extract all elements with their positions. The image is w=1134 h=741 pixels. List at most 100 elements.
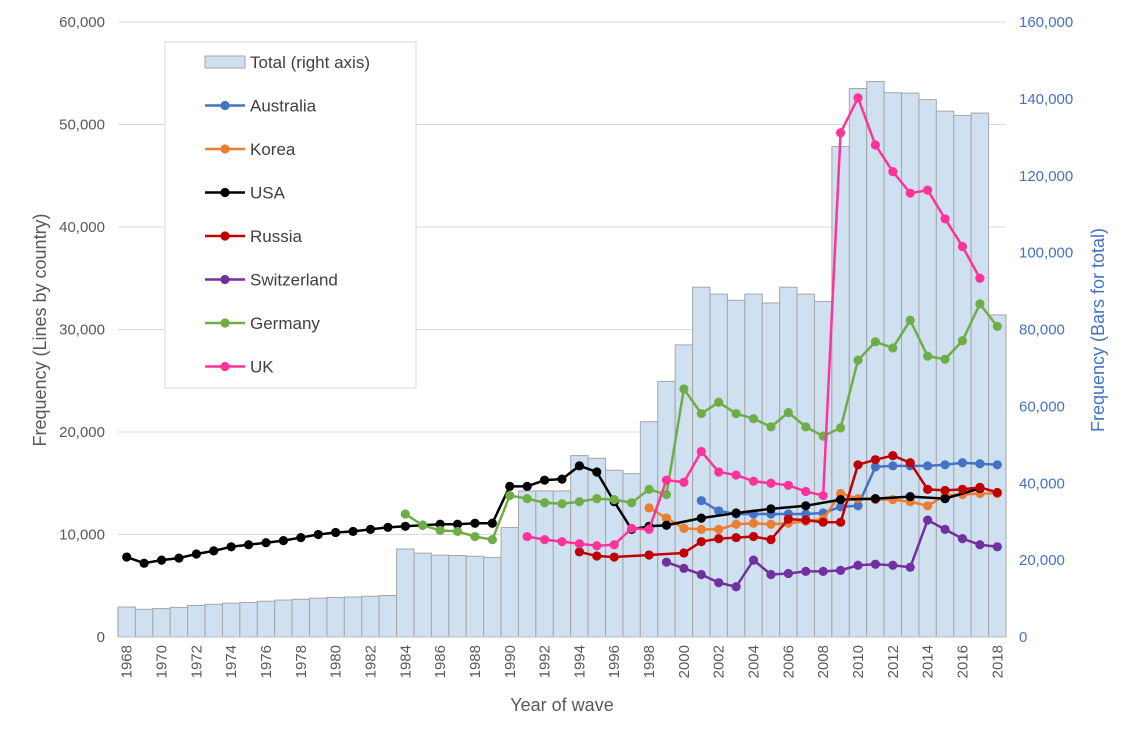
point-germany-1989	[487, 535, 497, 545]
legend-marker-uk	[220, 361, 230, 372]
x-tick-label: 2008	[815, 645, 832, 678]
point-usa-1979	[313, 529, 323, 540]
point-uk-1993	[557, 537, 567, 547]
point-uk-2000	[679, 477, 689, 487]
x-tick-label: 1976	[258, 645, 275, 678]
point-russia-2015	[940, 485, 950, 496]
country-lines	[122, 93, 1002, 592]
point-uk-1994	[574, 539, 585, 549]
point-usa-1982	[365, 524, 376, 534]
point-switzerland-2012	[888, 560, 898, 570]
bar-total-1999	[657, 380, 676, 638]
bar-total-2013	[901, 92, 920, 638]
legend-marker-germany	[220, 318, 230, 328]
point-germany-2011	[870, 337, 881, 347]
point-germany-1984	[400, 509, 410, 519]
point-russia-2005	[766, 535, 776, 545]
legend-label-switzerland: Switzerland	[250, 271, 338, 290]
series-russia	[574, 450, 1002, 562]
right-tick-label: 40,000	[1019, 475, 1065, 492]
x-tick-label: 1968	[119, 645, 136, 678]
point-switzerland-2017	[975, 540, 985, 550]
bar-total-1984	[396, 548, 415, 638]
point-russia-2011	[870, 455, 881, 465]
point-germany-1999	[661, 489, 672, 500]
x-tick-label: 2010	[850, 645, 867, 678]
legend-label-australia: Australia	[250, 97, 317, 116]
right-tick-label: 80,000	[1019, 322, 1065, 339]
bar-total-2018	[988, 314, 1007, 638]
point-switzerland-2003	[731, 582, 741, 592]
point-switzerland-2013	[905, 562, 915, 572]
x-tick-label: 2014	[920, 645, 937, 678]
right-tick-label: 100,000	[1019, 245, 1073, 262]
point-russia-2017	[975, 482, 985, 492]
point-germany-2014	[923, 351, 933, 361]
point-uk-2015	[940, 214, 950, 224]
point-russia-1996	[609, 552, 619, 562]
point-usa-1994	[574, 461, 585, 471]
point-switzerland-2008	[818, 566, 828, 577]
bar-total-2007	[796, 293, 815, 638]
point-usa-1973	[209, 546, 219, 556]
point-uk-2013	[905, 188, 915, 198]
x-tick-label: 1982	[362, 645, 379, 678]
point-usa-2011	[870, 494, 881, 504]
right-tick-label: 60,000	[1019, 398, 1065, 415]
point-germany-2000	[679, 384, 689, 394]
point-germany-2015	[940, 354, 950, 364]
bar-total-2014	[918, 99, 937, 638]
point-usa-1978	[296, 532, 306, 543]
point-germany-2016	[957, 336, 968, 346]
legend-label-germany: Germany	[250, 314, 320, 333]
point-usa-1993	[557, 474, 567, 484]
series-usa	[122, 461, 985, 568]
point-usa-1981	[348, 526, 358, 537]
point-usa-2001	[696, 513, 706, 523]
point-uk-2004	[748, 476, 759, 486]
x-tick-label: 2006	[780, 645, 797, 678]
right-tick-label: 20,000	[1019, 552, 1065, 569]
point-switzerland-2018	[992, 542, 1002, 552]
point-uk-2009	[835, 128, 846, 138]
legend-label-uk: UK	[250, 358, 274, 377]
point-usa-2013	[905, 491, 915, 502]
point-switzerland-2002	[714, 578, 724, 588]
point-russia-1995	[592, 551, 602, 561]
point-russia-2000	[679, 548, 689, 558]
point-russia-2010	[853, 460, 863, 470]
bar-total-1975	[239, 601, 258, 638]
point-switzerland-1999	[661, 557, 672, 567]
point-germany-2012	[888, 343, 898, 353]
point-usa-1969	[139, 558, 149, 568]
bar-total-2015	[935, 110, 955, 638]
point-usa-1968	[122, 552, 132, 562]
point-usa-1976	[261, 538, 271, 548]
point-russia-2008	[818, 517, 828, 527]
point-korea-2014	[923, 501, 933, 511]
legend-swatch-total	[204, 55, 246, 69]
point-russia-2016	[957, 484, 968, 494]
x-tick-label: 2002	[711, 645, 728, 678]
left-tick-label: 50,000	[59, 117, 105, 134]
point-switzerland-2015	[940, 524, 950, 534]
bar-total-1974	[221, 602, 241, 638]
bar-total-2006	[779, 286, 798, 638]
bar-total-2004	[744, 293, 763, 638]
point-germany-2010	[853, 355, 863, 365]
point-uk-2016	[957, 241, 968, 252]
point-germany-2009	[835, 423, 846, 433]
point-germany-1998	[644, 484, 654, 494]
point-korea-2005	[766, 519, 776, 529]
point-uk-2001	[696, 446, 706, 457]
point-uk-1999	[661, 475, 672, 485]
bar-total-2016	[953, 114, 972, 638]
legend-marker-australia	[220, 100, 230, 111]
left-tick-label: 60,000	[59, 14, 105, 31]
point-korea-2004	[748, 518, 759, 528]
point-germany-1995	[592, 494, 602, 504]
bar-total-1976	[256, 600, 276, 638]
series-germany	[400, 299, 1002, 545]
point-switzerland-2014	[923, 515, 933, 525]
